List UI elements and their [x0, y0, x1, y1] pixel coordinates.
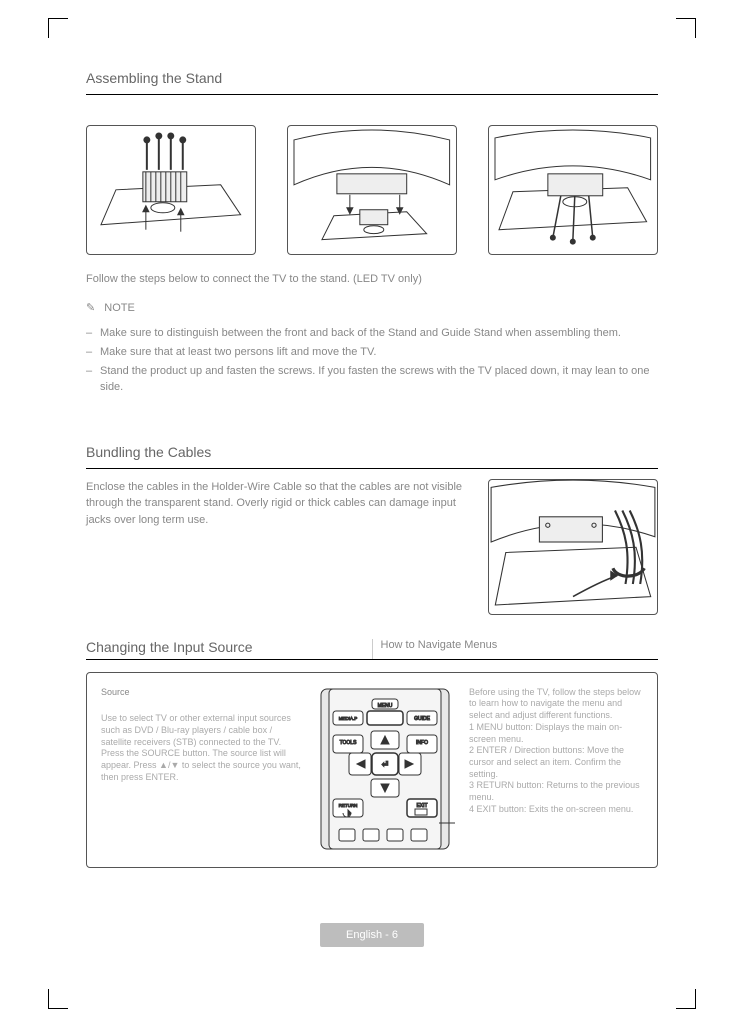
svg-text:MEDIA.P: MEDIA.P	[339, 716, 358, 721]
note-item: Make sure to distinguish between the fro…	[100, 326, 658, 342]
svg-text:TOOLS: TOOLS	[340, 740, 358, 746]
page-number: English - 6	[320, 923, 424, 947]
section-assembling: Assembling the Stand	[86, 70, 658, 396]
remote-source-label: Source	[101, 687, 301, 699]
page-content: Assembling the Stand	[50, 30, 694, 997]
cables-body: Enclose the cables in the Holder-Wire Ca…	[86, 479, 470, 529]
heading-assembling: Assembling the Stand	[86, 70, 658, 86]
figure-stand-base	[86, 125, 256, 255]
svg-text:EXIT: EXIT	[416, 803, 427, 809]
section-cables: Bundling the Cables Enclose the cables i…	[86, 444, 658, 615]
note-label: ✎	[86, 300, 95, 317]
remote-illustration: MENU MEDIA.P GUIDE TOOLS INFO	[315, 687, 455, 857]
menu-label: MENU	[378, 703, 393, 709]
svg-text:INFO: INFO	[416, 740, 428, 746]
figure-secure-screws	[488, 125, 658, 255]
note-label-text: NOTE	[104, 302, 135, 314]
assembly-notes: Make sure to distinguish between the fro…	[86, 326, 658, 396]
section-remote: Changing the Input Source How to Navigat…	[86, 639, 658, 868]
figure-cable-holder	[488, 479, 658, 615]
rule	[86, 468, 658, 469]
svg-text:RETURN: RETURN	[339, 803, 358, 808]
figure-row	[86, 125, 658, 255]
heading-navigate-menus: How to Navigate Menus	[373, 639, 659, 659]
note-item: Make sure that at least two persons lift…	[100, 345, 658, 361]
remote-source-body: Use to select TV or other external input…	[101, 701, 301, 783]
svg-text:⏎: ⏎	[382, 760, 389, 769]
remote-diagram-box: Source Use to select TV or other externa…	[86, 672, 658, 868]
note-item: Stand the product up and fasten the scre…	[100, 364, 658, 396]
remote-text-left: Source Use to select TV or other externa…	[101, 687, 301, 784]
remote-text-right: Before using the TV, follow the steps be…	[469, 687, 643, 816]
heading-input-source: Changing the Input Source	[86, 639, 373, 659]
rule	[86, 94, 658, 95]
assembly-intro: Follow the steps below to connect the TV…	[86, 271, 658, 288]
heading-cables: Bundling the Cables	[86, 444, 658, 460]
figure-attach-stand	[287, 125, 457, 255]
svg-text:GUIDE: GUIDE	[414, 716, 431, 722]
